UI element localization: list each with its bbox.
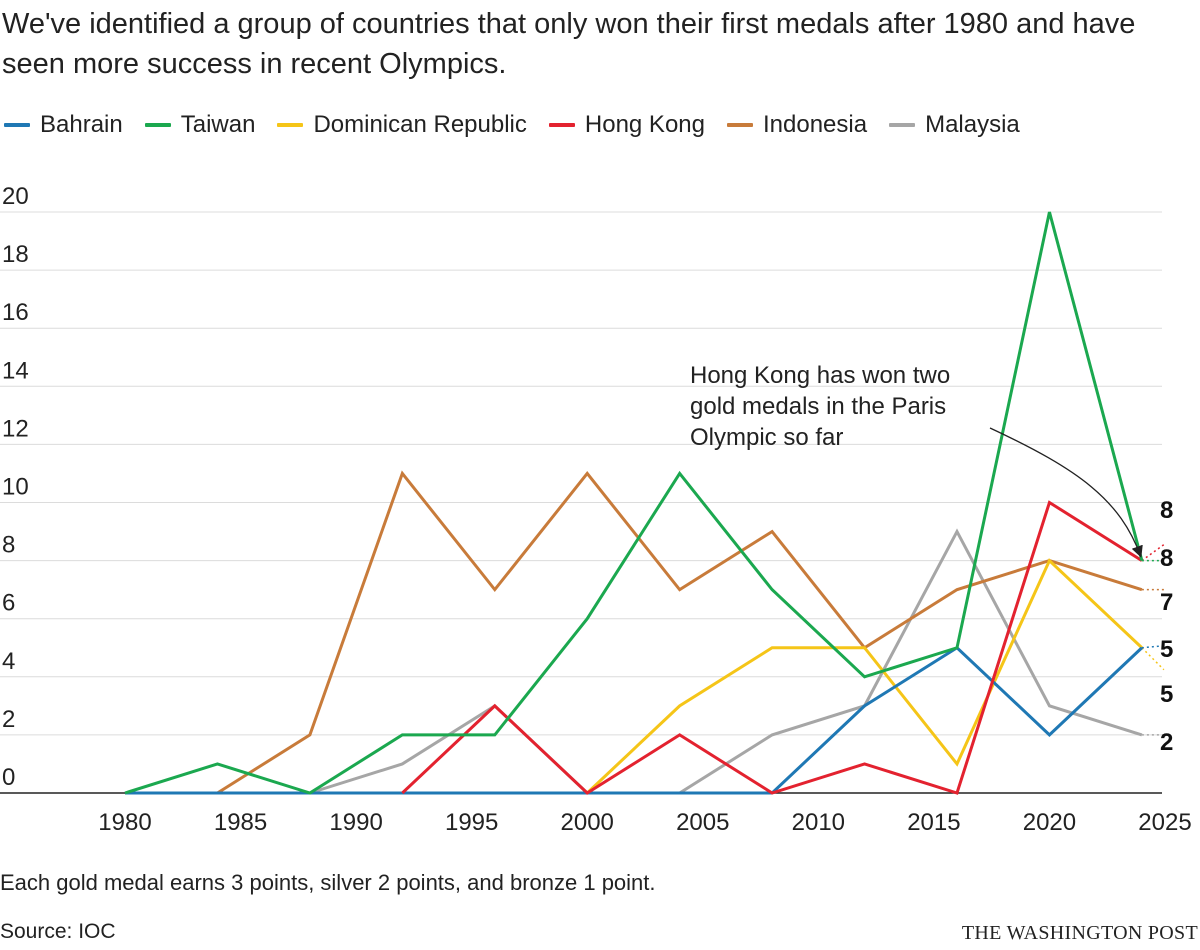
legend-swatch bbox=[548, 123, 575, 127]
legend-label: Dominican Republic bbox=[313, 111, 527, 138]
annotation-arrow bbox=[989, 427, 1143, 558]
projection-dominican-republic bbox=[1141, 647, 1165, 671]
legend-item-taiwan: Taiwan bbox=[144, 111, 256, 139]
x-tick-label: 2015 bbox=[907, 809, 960, 836]
legend-swatch bbox=[4, 123, 30, 127]
legend-swatch bbox=[277, 123, 304, 127]
y-tick-label: 6 bbox=[2, 590, 15, 617]
legend-swatch bbox=[144, 123, 171, 127]
y-tick-label: 4 bbox=[2, 648, 15, 675]
legend-swatch bbox=[889, 123, 916, 127]
x-tick-label: 2000 bbox=[561, 809, 614, 836]
legend-item-dominican-republic: Dominican Republic bbox=[277, 111, 527, 139]
x-tick-label: 2025 bbox=[1138, 809, 1191, 836]
series-line-bahrain bbox=[125, 645, 1143, 795]
publisher-credit: THE WASHINGTON POST bbox=[961, 922, 1198, 944]
projection-bahrain bbox=[1141, 645, 1164, 649]
y-tick-label: 8 bbox=[2, 532, 15, 559]
x-tick-label: 1990 bbox=[329, 809, 382, 836]
x-tick-label: 2005 bbox=[676, 809, 729, 836]
legend-label: Indonesia bbox=[762, 111, 868, 138]
end-value-label: 8 bbox=[1160, 497, 1173, 524]
x-tick-label: 1985 bbox=[214, 809, 267, 836]
end-value-label: 5 bbox=[1160, 681, 1173, 708]
legend-swatch bbox=[726, 123, 753, 127]
y-tick-label: 0 bbox=[2, 764, 15, 791]
y-tick-label: 20 bbox=[2, 183, 29, 210]
legend-item-bahrain: Bahrain bbox=[4, 111, 123, 139]
legend-label: Malaysia bbox=[925, 111, 1020, 138]
annotation-text: gold medals in the Paris bbox=[690, 393, 946, 420]
end-value-label: 2 bbox=[1160, 729, 1173, 756]
legend-item-hong-kong: Hong Kong bbox=[548, 111, 705, 139]
end-value-label: 8 bbox=[1160, 545, 1173, 572]
x-tick-label: 2020 bbox=[1023, 809, 1076, 836]
legend-item-indonesia: Indonesia bbox=[726, 111, 868, 139]
y-tick-label: 16 bbox=[2, 299, 29, 326]
x-tick-label: 2010 bbox=[792, 809, 845, 836]
x-tick-label: 1980 bbox=[98, 809, 151, 836]
source-note: Source: IOC bbox=[0, 920, 116, 943]
series-line-indonesia bbox=[216, 470, 1143, 795]
series-line-hong-kong bbox=[401, 500, 1143, 795]
line-chart: 0 2 4 6 8 10 12 14 16 18 20 1980 1985 1990 1995 2000 200… bbox=[0, 183, 1192, 836]
y-tick-label: 18 bbox=[2, 241, 29, 268]
chart-title: We've identified a group of countries th… bbox=[2, 8, 1136, 80]
legend-label: Taiwan bbox=[180, 111, 256, 138]
x-tick-label: 1995 bbox=[445, 809, 498, 836]
legend-label: Hong Kong bbox=[584, 111, 705, 138]
annotation-text: Hong Kong has won two bbox=[690, 362, 950, 389]
legend: Bahrain Taiwan Dominican Republic Hong Kong… bbox=[4, 108, 1020, 142]
y-tick-label: 12 bbox=[2, 415, 29, 442]
legend-label: Bahrain bbox=[40, 111, 123, 138]
end-value-label: 5 bbox=[1160, 636, 1173, 663]
series-line-taiwan bbox=[124, 211, 1144, 795]
y-tick-label: 10 bbox=[2, 474, 29, 501]
y-tick-label: 14 bbox=[2, 357, 29, 384]
annotation-text: Olympic so far bbox=[690, 424, 843, 451]
legend-item-malaysia: Malaysia bbox=[889, 111, 1020, 139]
end-value-label: 7 bbox=[1160, 589, 1173, 616]
scoring-note: Each gold medal earns 3 points, silver 2… bbox=[0, 870, 656, 895]
series-line-dominican-republic bbox=[586, 558, 1143, 795]
y-tick-label: 2 bbox=[2, 706, 15, 733]
